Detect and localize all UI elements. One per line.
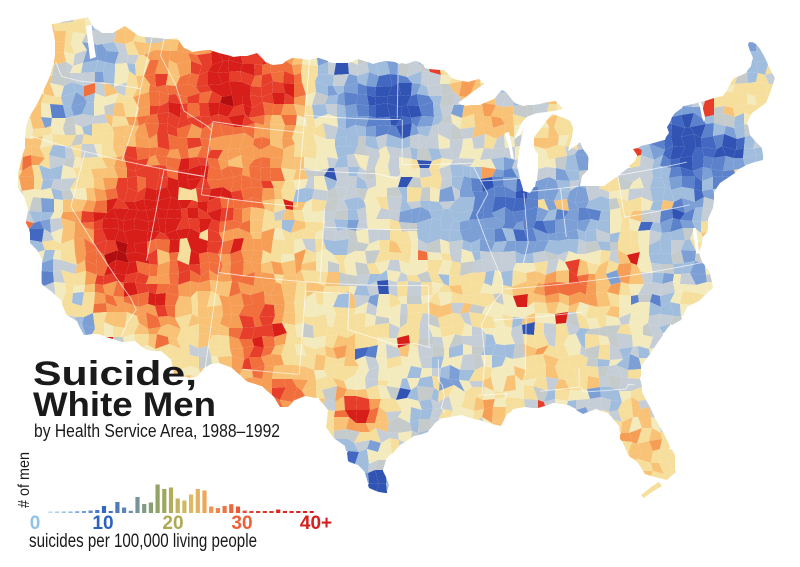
svg-text:10: 10 xyxy=(92,513,113,534)
svg-text:suicides per 100,000 living pe: suicides per 100,000 living people xyxy=(29,530,257,552)
svg-text:# of men: # of men xyxy=(16,452,33,512)
svg-text:20: 20 xyxy=(162,513,183,534)
svg-text:30: 30 xyxy=(231,513,252,534)
svg-text:White Men: White Men xyxy=(33,386,216,424)
svg-text:Suicide,: Suicide, xyxy=(33,355,197,393)
svg-text:40+: 40+ xyxy=(300,513,332,534)
svg-text:by Health Service Area, 1988–1: by Health Service Area, 1988–1992 xyxy=(34,421,280,441)
svg-text:0: 0 xyxy=(30,513,41,534)
